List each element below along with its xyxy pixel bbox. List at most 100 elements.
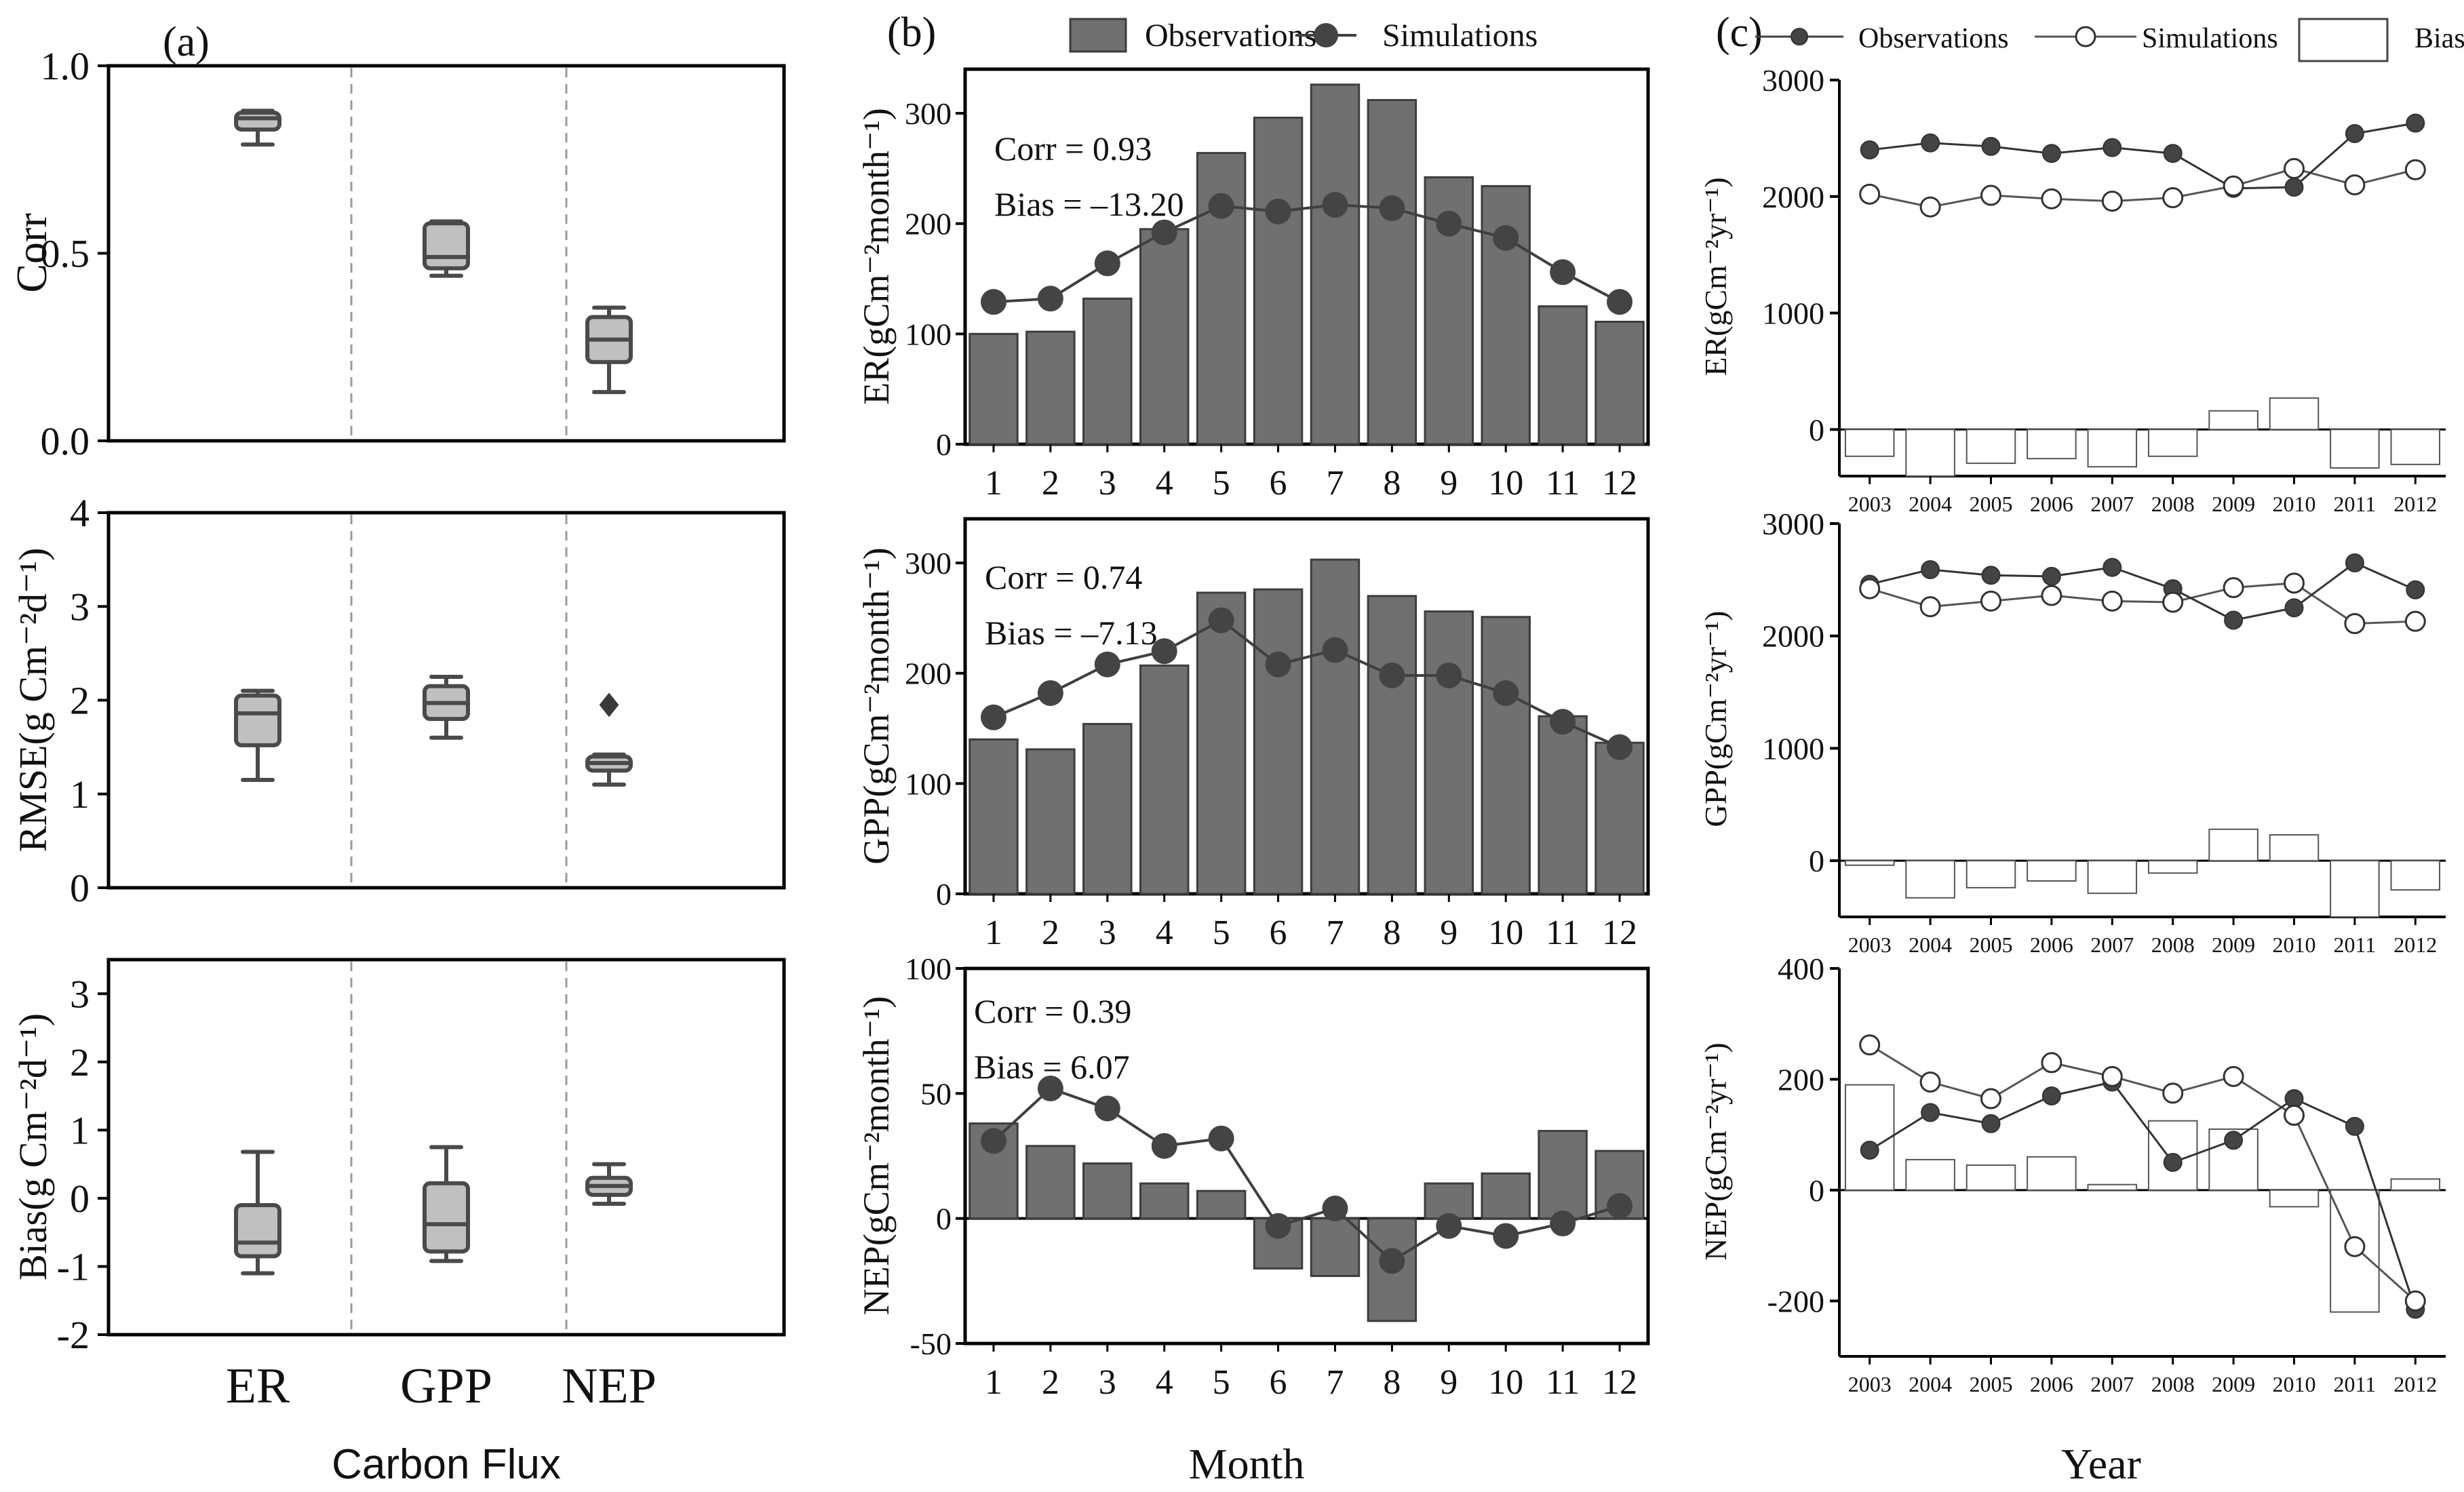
panel-a-bias-plot: -2 -1 0 1 2 3 xyxy=(57,962,633,1357)
x-tick-label: 10 xyxy=(1488,464,1523,503)
sim-marker xyxy=(1265,651,1291,678)
x-tick-label: 2004 xyxy=(1909,492,1952,516)
obs-marker xyxy=(2103,557,2122,577)
panel-a-corr-plot: 0.0 0.5 1.0 xyxy=(41,44,633,463)
obs-bar xyxy=(1481,1172,1531,1220)
y-tick-label: 300 xyxy=(905,96,952,131)
obs-bar xyxy=(1082,297,1133,446)
bias-bar xyxy=(2269,397,2320,431)
panel-b-xlabel: Month xyxy=(1189,1440,1305,1488)
x-tick-label: 2007 xyxy=(2090,932,2134,957)
sim-marker xyxy=(1550,259,1576,286)
x-tick-label: 2011 xyxy=(2333,932,2376,957)
y-tick-label: 1000 xyxy=(1762,296,1824,331)
obs-line xyxy=(1869,1080,2417,1310)
x-tick-label: 5 xyxy=(1213,914,1230,952)
y-tick-label: 3000 xyxy=(1762,63,1824,98)
y-tick-label: 2 xyxy=(70,679,90,723)
obs-bar xyxy=(1538,715,1588,895)
sim-marker xyxy=(1265,198,1291,224)
x-tick-label: 6 xyxy=(1270,464,1287,503)
panel-b-gpp-ylabel: GPP(gCm⁻²month⁻¹) xyxy=(856,547,897,864)
obs-marker xyxy=(2345,124,2364,144)
panel-b-er-frame xyxy=(963,67,1650,446)
bias-bar xyxy=(1905,860,1955,899)
obs-bar xyxy=(1196,1190,1247,1220)
panel-c-er: ER(gCm⁻²yr⁻¹) 0 1000 2000 3000 2003 2004 2005 2… xyxy=(1698,63,2446,516)
panel-a-xticklabels: ER GPP NEP xyxy=(226,1358,657,1414)
obs-marker xyxy=(2406,580,2425,600)
panel-a-rmse-ylabel: RMSE(g Cm⁻²d⁻¹) xyxy=(11,548,55,852)
bias-bar xyxy=(2027,1156,2077,1191)
x-tick-label: 2008 xyxy=(2151,1372,2195,1396)
x-tick-label: 2005 xyxy=(1970,1372,2013,1396)
obs-bar xyxy=(1424,610,1474,895)
sim-marker xyxy=(2101,590,2123,612)
panel-b-nep-frame xyxy=(963,966,1650,1346)
sim-marker xyxy=(1151,638,1177,665)
bias-bar xyxy=(2390,1178,2441,1191)
sim-marker xyxy=(2041,585,2062,606)
sim-marker xyxy=(1208,193,1234,219)
panel-b-gpp: GPP(gCm⁻²month⁻¹) Corr = 0.74 Bias = –7.… xyxy=(856,517,1650,952)
y-tick-label: 50 xyxy=(920,1076,952,1111)
sim-marker xyxy=(1037,680,1063,706)
panel-b-gpp-corr: Corr = 0.74 xyxy=(985,558,1142,596)
sim-marker xyxy=(2284,1105,2305,1126)
obs-bar xyxy=(1082,1162,1133,1220)
x-tick-label: 8 xyxy=(1383,1363,1401,1402)
bias-bar xyxy=(1905,1158,1955,1191)
x-tick-label: 2008 xyxy=(2151,932,2195,957)
obs-marker xyxy=(1860,1141,1879,1160)
y-tick-label: 3 xyxy=(70,972,90,1016)
y-tick-label: 200 xyxy=(905,656,952,691)
sim-marker xyxy=(2223,576,2244,598)
x-tick-label: 2007 xyxy=(2090,492,2134,516)
sim-marker xyxy=(1094,651,1120,678)
y-tick-label: 2000 xyxy=(1762,619,1824,654)
y-tick-label: -50 xyxy=(910,1327,952,1361)
obs-marker xyxy=(2041,566,2061,586)
box-er xyxy=(234,693,281,747)
obs-bar xyxy=(1139,1182,1190,1220)
panel-c-er-ylabel: ER(gCm⁻²yr⁻¹) xyxy=(1698,177,1733,376)
y-tick-label: 1 xyxy=(70,1108,90,1152)
x-tick-label: 2 xyxy=(1042,914,1059,952)
sim-marker xyxy=(2404,159,2426,180)
obs-marker xyxy=(2224,1131,2244,1150)
obs-marker xyxy=(1921,1103,1940,1122)
panel-a-corr: Corr 0.0 0.5 1.0 xyxy=(7,44,786,463)
sim-marker xyxy=(1265,1213,1291,1239)
legend-observations-label: Observations xyxy=(1145,18,1316,54)
sim-marker xyxy=(1493,1223,1519,1249)
sim-marker xyxy=(2344,1236,2366,1257)
legend-c-bias-swatch xyxy=(2298,18,2389,62)
sim-marker xyxy=(1094,1095,1120,1122)
obs-marker xyxy=(2103,138,2122,157)
obs-bar xyxy=(1253,117,1304,446)
sim-marker xyxy=(1607,1193,1633,1219)
panel-c-label: (c) xyxy=(1716,9,1763,56)
y-tick-label: 1 xyxy=(70,772,90,817)
x-tick-label: 4 xyxy=(1156,464,1173,503)
legend-simulations-marker xyxy=(1314,23,1338,47)
obs-marker xyxy=(2163,1153,2183,1172)
x-tick-label: 2006 xyxy=(2030,1372,2073,1396)
x-tick-label: 2003 xyxy=(1848,1372,1892,1396)
sim-marker xyxy=(1859,183,1881,205)
bias-bar xyxy=(2330,429,2380,469)
sim-marker xyxy=(2162,591,2184,613)
obs-bar xyxy=(1595,320,1645,446)
sim-marker xyxy=(2041,1052,2062,1074)
x-tick-label: 2006 xyxy=(2030,932,2073,957)
obs-bar xyxy=(1595,741,1645,895)
y-tick-label: 100 xyxy=(905,317,952,351)
bias-bar xyxy=(2147,429,2198,457)
x-tick-label: 5 xyxy=(1213,1363,1230,1402)
obs-bar xyxy=(1538,305,1588,446)
sim-marker xyxy=(2344,174,2366,196)
panel-b-gpp-bias: Bias = –7.13 xyxy=(985,614,1158,652)
sim-line xyxy=(1869,582,2416,625)
x-tick-label: 2007 xyxy=(2090,1372,2134,1396)
